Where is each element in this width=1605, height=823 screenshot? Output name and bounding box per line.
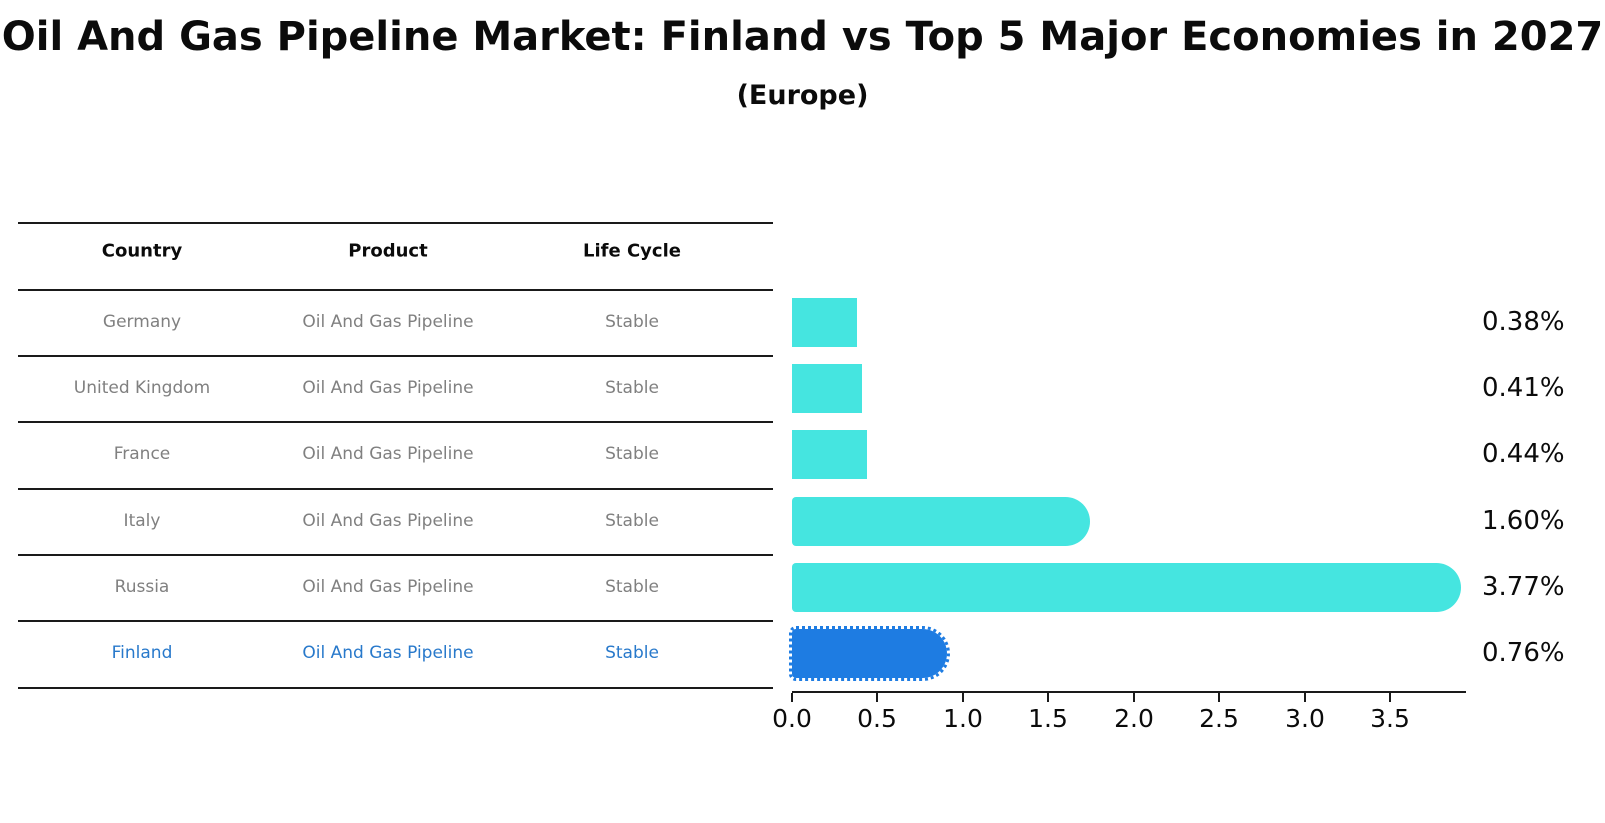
table-separator-line — [18, 355, 773, 357]
tick-label: 1.0 — [943, 704, 983, 733]
tick-label: 3.0 — [1285, 704, 1325, 733]
table-separator-line — [18, 222, 773, 224]
bar — [792, 297, 857, 347]
cell-product: Oil And Gas Pipeline — [302, 378, 474, 398]
tick-mark — [962, 693, 964, 702]
tick-label: 3.5 — [1370, 704, 1410, 733]
cell-life-cycle: Stable — [605, 378, 659, 398]
cell-country: Germany — [102, 312, 182, 332]
tick-label: 2.0 — [1114, 704, 1154, 733]
cell-country: France — [113, 444, 171, 464]
bar-value-label: 3.77% — [1482, 572, 1565, 602]
table-separator-line — [18, 488, 773, 490]
tick-label: 0.0 — [772, 704, 812, 733]
bar — [792, 562, 1461, 612]
bar-value-label: 0.41% — [1482, 373, 1565, 403]
chart-subtitle: (Europe) — [736, 80, 869, 111]
cell-life-cycle: Stable — [605, 511, 659, 531]
tick-label: 0.5 — [857, 704, 897, 733]
table-separator-line — [18, 620, 773, 622]
chart-title: Oil And Gas Pipeline Market: Finland vs … — [1, 14, 1604, 60]
bar-value-label: 1.60% — [1482, 506, 1565, 536]
table-separator-line — [18, 687, 773, 689]
bar-value-label: 0.38% — [1482, 307, 1565, 337]
bar-value-label: 0.44% — [1482, 439, 1565, 469]
cell-product: Oil And Gas Pipeline — [302, 444, 474, 464]
cell-life-cycle: Stable — [605, 444, 659, 464]
tick-mark — [1218, 693, 1220, 702]
tick-mark — [791, 693, 793, 702]
cell-product: Oil And Gas Pipeline — [302, 577, 474, 597]
bar-highlighted — [789, 625, 950, 681]
cell-product: Oil And Gas Pipeline — [302, 511, 474, 531]
tick-label: 2.5 — [1199, 704, 1239, 733]
table-separator-line — [18, 421, 773, 423]
tick-mark — [1133, 693, 1135, 702]
cell-country: Finland — [111, 643, 173, 663]
tick-mark — [1304, 693, 1306, 702]
x-axis-line — [792, 691, 1466, 693]
cell-life-cycle: Stable — [605, 643, 659, 663]
tick-mark — [1389, 693, 1391, 702]
table-separator-line — [18, 554, 773, 556]
cell-country: Russia — [114, 577, 170, 597]
bar — [792, 429, 867, 479]
column-header-life-cycle: Life Cycle — [583, 240, 681, 262]
bar-value-label: 0.76% — [1482, 638, 1565, 668]
cell-product: Oil And Gas Pipeline — [302, 312, 474, 332]
bar — [792, 363, 862, 413]
column-header-country: Country — [101, 240, 183, 262]
cell-life-cycle: Stable — [605, 312, 659, 332]
tick-mark — [876, 693, 878, 702]
cell-product: Oil And Gas Pipeline — [302, 643, 474, 663]
column-header-product: Product — [348, 240, 428, 262]
cell-country: Italy — [123, 511, 161, 531]
bar — [792, 496, 1090, 546]
cell-life-cycle: Stable — [605, 577, 659, 597]
tick-label: 1.5 — [1028, 704, 1068, 733]
tick-mark — [1047, 693, 1049, 702]
table-separator-line — [18, 289, 773, 291]
cell-country: United Kingdom — [73, 378, 211, 398]
